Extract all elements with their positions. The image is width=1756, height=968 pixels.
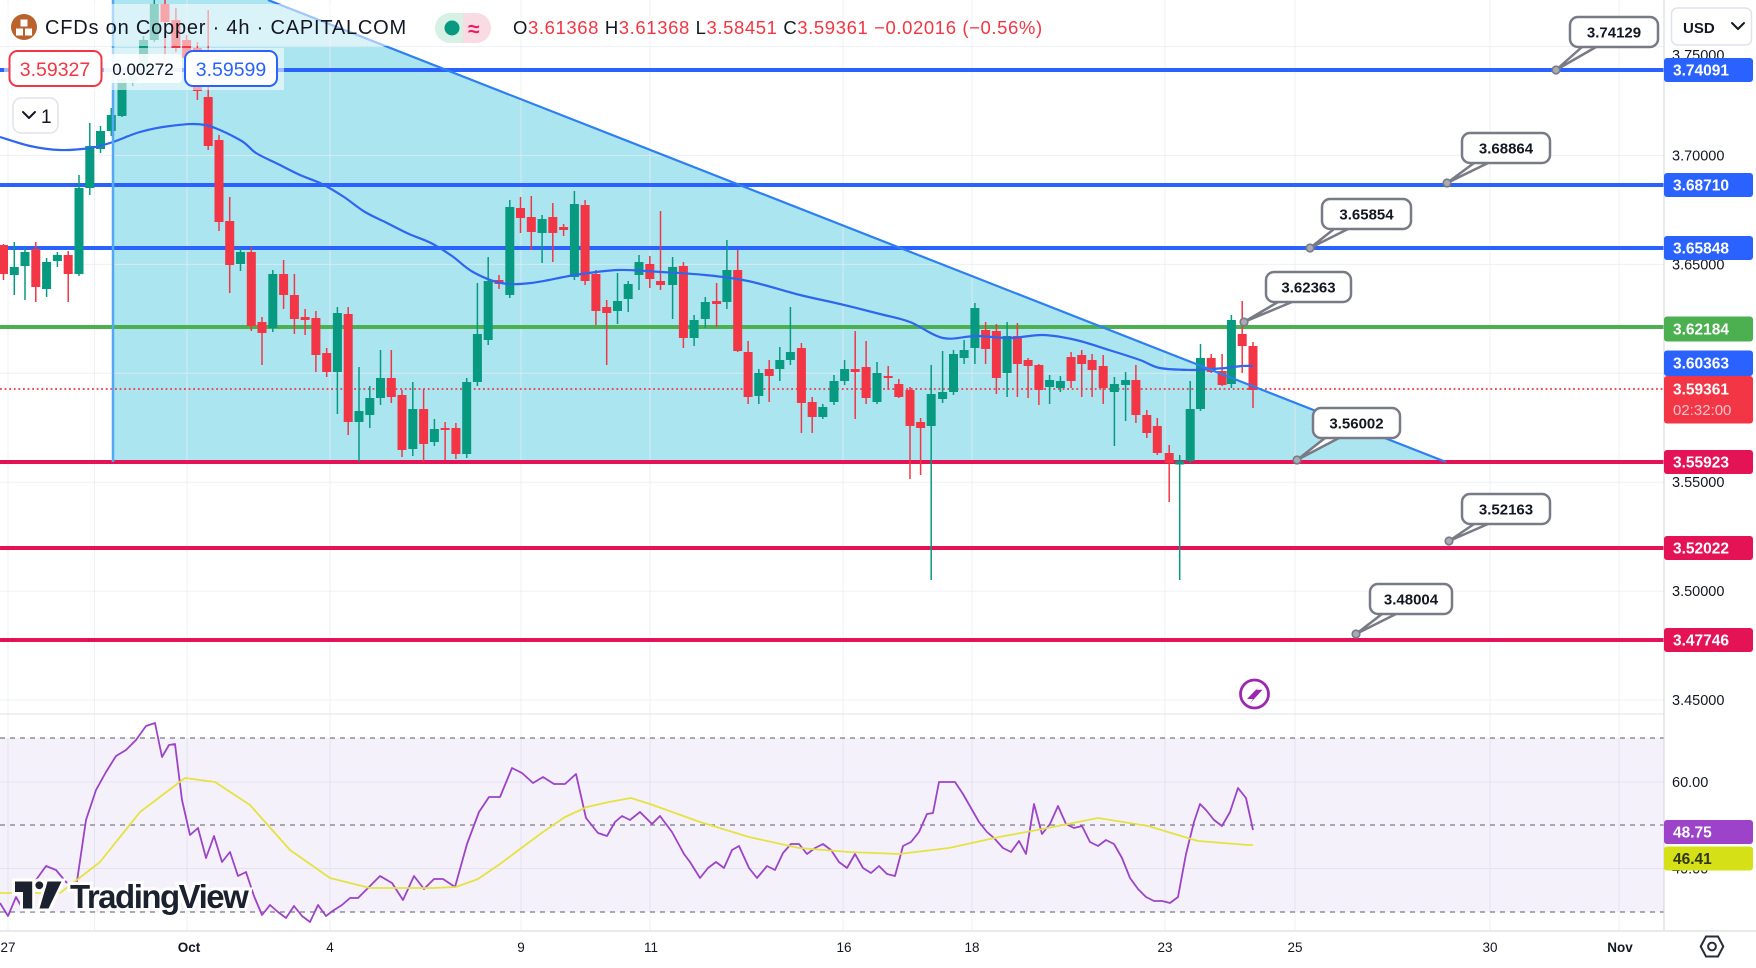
svg-text:3.55923: 3.55923 — [1673, 455, 1729, 472]
svg-text:≈: ≈ — [468, 18, 480, 41]
svg-text:O3.61368 H3.61368 L3.58451: O3.61368 H3.61368 L3.58451 C3.59361 −0.0… — [513, 17, 1043, 38]
svg-text:25: 25 — [1287, 940, 1302, 955]
svg-text:3.74129: 3.74129 — [1587, 25, 1641, 42]
svg-text:11: 11 — [644, 940, 658, 955]
svg-text:CFDs on Copper · 4h · CAPITALC: CFDs on Copper · 4h · CAPITALCOM — [45, 17, 407, 39]
svg-text:23: 23 — [1157, 940, 1172, 955]
svg-text:3.52022: 3.52022 — [1673, 541, 1729, 558]
svg-text:3.59361: 3.59361 — [1673, 382, 1729, 399]
svg-text:1: 1 — [41, 107, 52, 128]
svg-text:3.59599: 3.59599 — [196, 59, 267, 81]
svg-text:30: 30 — [1482, 940, 1497, 955]
svg-text:3.62363: 3.62363 — [1281, 280, 1335, 297]
svg-text:18: 18 — [964, 940, 979, 955]
svg-text:3.52163: 3.52163 — [1479, 502, 1533, 519]
svg-text:Oct: Oct — [178, 940, 201, 955]
svg-text:3.65848: 3.65848 — [1673, 241, 1729, 258]
svg-text:27: 27 — [0, 940, 15, 955]
svg-text:3.70000: 3.70000 — [1672, 149, 1724, 165]
svg-text:3.56002: 3.56002 — [1329, 416, 1383, 433]
svg-text:3.68710: 3.68710 — [1673, 178, 1729, 195]
svg-text:3.68864: 3.68864 — [1479, 141, 1534, 158]
svg-text:3.48004: 3.48004 — [1384, 592, 1439, 609]
svg-text:16: 16 — [836, 940, 851, 955]
svg-text:3.62184: 3.62184 — [1673, 322, 1729, 339]
svg-text:3.45000: 3.45000 — [1672, 693, 1724, 709]
svg-text:3.65000: 3.65000 — [1672, 257, 1724, 273]
svg-text:02:32:00: 02:32:00 — [1673, 402, 1731, 419]
svg-text:0.00272: 0.00272 — [112, 60, 173, 79]
svg-text:3.55000: 3.55000 — [1672, 475, 1724, 491]
svg-text:3.59327: 3.59327 — [20, 59, 91, 81]
svg-text:9: 9 — [517, 940, 525, 955]
svg-text:60.00: 60.00 — [1672, 775, 1708, 791]
svg-text:USD: USD — [1683, 20, 1715, 37]
svg-text:48.75: 48.75 — [1673, 825, 1712, 842]
svg-text:3.47746: 3.47746 — [1673, 633, 1729, 650]
svg-text:Nov: Nov — [1607, 940, 1633, 955]
svg-text:46.41: 46.41 — [1673, 851, 1712, 868]
svg-text:3.50000: 3.50000 — [1672, 584, 1724, 600]
svg-text:4: 4 — [326, 940, 334, 955]
svg-text:3.60363: 3.60363 — [1673, 356, 1729, 373]
svg-text:3.74091: 3.74091 — [1673, 63, 1729, 80]
svg-text:TradingView: TradingView — [70, 878, 249, 915]
svg-text:3.65854: 3.65854 — [1339, 207, 1394, 224]
